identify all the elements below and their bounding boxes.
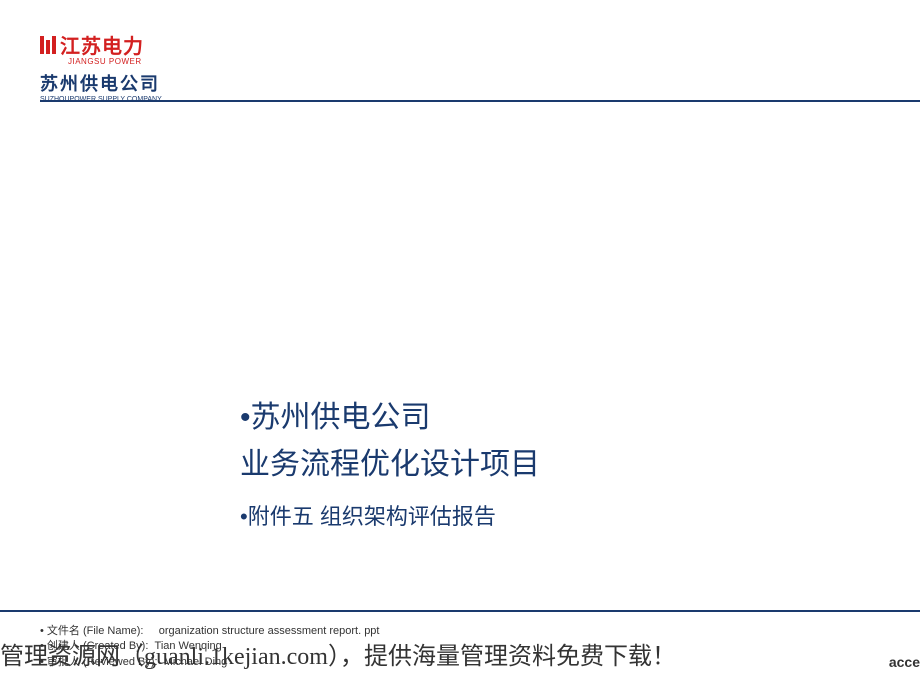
header-logo-block: 江苏电力 JIANGSU POWER 苏州供电公司 SUZHOUPOWER SU… bbox=[40, 30, 162, 103]
main-title-block: •苏州供电公司 业务流程优化设计项目 •附件五 组织架构评估报告 bbox=[240, 395, 540, 531]
title-line-1: •苏州供电公司 bbox=[240, 395, 540, 440]
logo-bars-icon bbox=[40, 36, 56, 54]
subtitle-text: 附件五 组织架构评估报告 bbox=[248, 504, 496, 529]
title-line-2: 业务流程优化设计项目 bbox=[240, 442, 540, 487]
subtitle: •附件五 组织架构评估报告 bbox=[240, 499, 540, 531]
logo-main-subtext: JIANGSU POWER bbox=[68, 57, 162, 66]
logo-main-text: 江苏电力 bbox=[60, 30, 144, 59]
footer-block: • 文件名 (File Name): organization structur… bbox=[40, 624, 920, 670]
title-company: 苏州供电公司 bbox=[251, 401, 431, 434]
footer-brand: acce bbox=[889, 654, 920, 670]
bullet-icon: • bbox=[240, 401, 251, 434]
footer-overlay-text: 管理资源网（guanli.1kejian.com），提供海量管理资料免费下载！ bbox=[0, 636, 920, 671]
logo-company-text: 苏州供电公司 bbox=[40, 70, 162, 96]
bottom-divider bbox=[0, 610, 920, 612]
bullet-icon: • bbox=[240, 504, 248, 529]
logo-row-primary: 江苏电力 bbox=[40, 30, 162, 59]
top-divider bbox=[40, 100, 920, 102]
